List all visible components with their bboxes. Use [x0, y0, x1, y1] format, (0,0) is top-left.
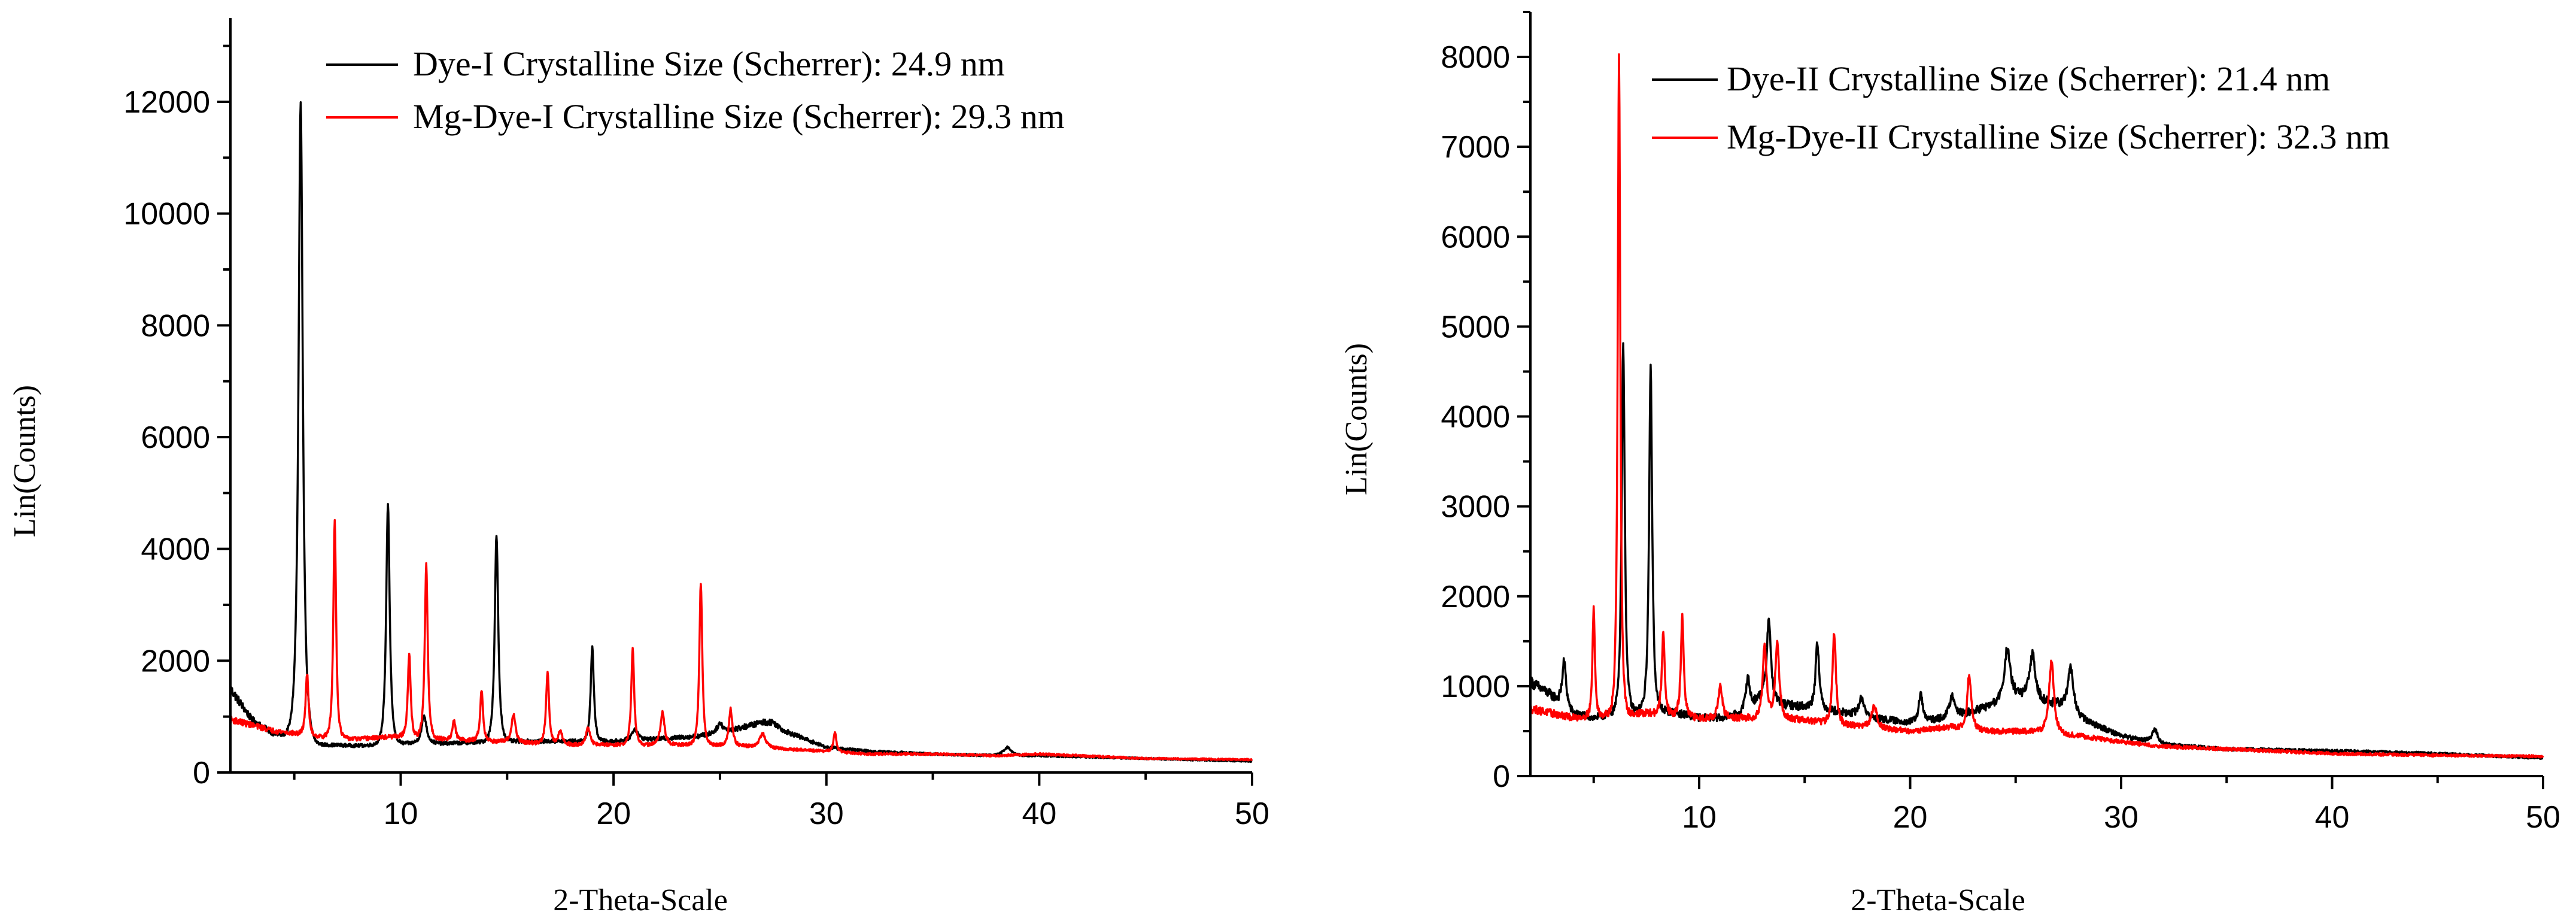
- legend-label-mg-dye-ii: Mg-Dye-II Crystalline Size (Scherrer): 3…: [1727, 117, 2390, 156]
- legend-label-dye-ii: Dye-II Crystalline Size (Scherrer): 21.4…: [1727, 59, 2330, 98]
- x-axis-label: 2-Theta-Scale: [1851, 883, 2025, 915]
- y-tick-label: 0: [1493, 759, 1510, 794]
- y-tick-label: 0: [193, 756, 210, 790]
- y-tick-label: 3000: [1441, 490, 1510, 525]
- axes-layer: 0 1000 2000 3000 4000 5000 6000 7000 8000 10 20 30 4…: [1441, 11, 2560, 835]
- series-line-mg-dye-ii: [1529, 53, 2544, 759]
- x-tick-label: 40: [1022, 796, 1056, 831]
- x-tick-label: 30: [809, 796, 844, 831]
- series-layer: [1529, 53, 2544, 761]
- legend-label-mg-dye-i: Mg-Dye-I Crystalline Size (Scherrer): 29…: [413, 97, 1065, 136]
- chart-panel-dye-ii: 0 1000 2000 3000 4000 5000 6000 7000 8000 10 20 30 4…: [1339, 11, 2560, 915]
- x-tick-label: 10: [384, 796, 418, 831]
- series-line-dye-i: [229, 101, 1253, 763]
- y-tick-label: 8000: [141, 308, 210, 343]
- y-axis-label: Lin(Counts): [8, 385, 42, 537]
- x-tick-label: 30: [2104, 800, 2138, 835]
- x-tick-label: 40: [2315, 800, 2350, 835]
- x-axis-label: 2-Theta-Scale: [553, 883, 728, 915]
- y-tick-label: 1000: [1441, 669, 1510, 704]
- x-tick-label: 10: [1682, 800, 1717, 835]
- legend-label-dye-i: Dye-I Crystalline Size (Scherrer): 24.9 …: [413, 44, 1005, 83]
- y-tick-label: 4000: [141, 532, 210, 567]
- y-tick-label: 12000: [123, 85, 210, 120]
- y-tick-label: 6000: [141, 420, 210, 455]
- chart-panel-dye-i: 0 2000 4000 6000 8000 10000 12000 10 20 30 40 50 2-…: [8, 18, 1269, 915]
- y-tick-label: 7000: [1441, 130, 1510, 165]
- series-line-dye-ii: [1529, 342, 2544, 761]
- x-tick-label: 50: [1235, 796, 1269, 831]
- y-tick-label: 4000: [1441, 400, 1510, 435]
- y-axis-label: Lin(Counts): [1339, 343, 1374, 495]
- x-tick-label: 20: [1893, 800, 1928, 835]
- y-tick-label: 2000: [1441, 580, 1510, 614]
- x-tick-label: 20: [596, 796, 631, 831]
- series-line-mg-dye-i: [229, 519, 1253, 762]
- series-layer: [229, 101, 1253, 763]
- y-tick-label: 2000: [141, 644, 210, 678]
- x-tick-label: 50: [2526, 800, 2560, 835]
- y-tick-label: 10000: [123, 197, 210, 232]
- legend: Dye-II Crystalline Size (Scherrer): 21.4…: [1652, 59, 2390, 156]
- legend: Dye-I Crystalline Size (Scherrer): 24.9 …: [326, 44, 1065, 136]
- y-tick-label: 5000: [1441, 310, 1510, 344]
- y-tick-label: 6000: [1441, 220, 1510, 254]
- y-tick-label: 8000: [1441, 40, 1510, 75]
- axes-layer: 0 2000 4000 6000 8000 10000 12000 10 20 30 40 50: [123, 18, 1269, 831]
